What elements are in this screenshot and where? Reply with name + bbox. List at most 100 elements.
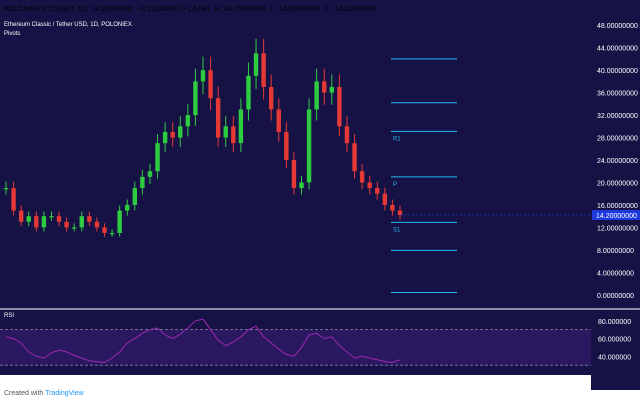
candle-body [306, 109, 312, 183]
candle-body [329, 87, 335, 93]
candle-body [268, 87, 274, 110]
time-tick-label: Jun [508, 380, 519, 387]
candle-body [284, 131, 289, 160]
candle-body [185, 115, 191, 127]
candle-body [79, 216, 84, 228]
pivot-label: R1 [393, 136, 401, 142]
price-tick-label: 4.00000000 [597, 270, 634, 277]
time-axis: Sep Oct Nov Dec 2018 Feb Mar Apr May Jun Jul [2, 380, 575, 387]
time-tick-label: Apr [395, 380, 407, 387]
candle-body [314, 81, 319, 110]
current-price-label: 14.20000000 [596, 213, 637, 220]
rsi-line [5, 318, 401, 364]
time-tick-label: Sep [2, 380, 15, 387]
time-tick-label: Nov [114, 380, 127, 387]
candle-body [397, 210, 403, 216]
price-tick-label: 0.00000000 [597, 293, 634, 300]
close-value: 14.20000000 [334, 6, 376, 13]
candle-body [155, 143, 160, 172]
time-tick-label: May [448, 380, 462, 387]
candle-body [26, 216, 31, 222]
candle-body [208, 70, 213, 99]
candle-body [382, 193, 388, 205]
price-axis: 48.00000000 44.00000000 40.00000000 36.0000… [597, 23, 638, 300]
candle-body [56, 216, 62, 222]
candle-body [11, 188, 16, 211]
candle-body [276, 109, 281, 132]
price-tick-label: 28.00000000 [597, 136, 638, 143]
candle-body [102, 227, 107, 233]
open-value: 14.20000000 [91, 6, 133, 13]
candle-body [132, 188, 138, 205]
rsi-tick-label: 40.000000 [598, 354, 631, 361]
candle-body [94, 221, 100, 228]
candle-body [71, 227, 77, 229]
price-tick-label: 48.00000000 [597, 23, 638, 30]
time-tick-label: Jul [566, 380, 575, 387]
price-tick-label: 24.00000000 [597, 158, 638, 165]
time-tick-label: Mar [337, 380, 350, 387]
candle-body [238, 109, 244, 144]
candle-body [87, 216, 92, 222]
time-tick-label: Dec [170, 380, 183, 387]
candle-body [193, 81, 198, 116]
close-label: C: [324, 6, 332, 13]
current-price-tag: 14.20000000 [400, 210, 640, 221]
high-value: 14.05000000 [224, 6, 266, 13]
rsi-pane: 80.000000 60.000000 40.000000 [0, 318, 631, 366]
low-label: L: [270, 6, 276, 13]
time-tick-label: Oct [57, 380, 68, 387]
indicator-label[interactable]: Pivots [4, 31, 21, 37]
price-tick-label: 16.00000000 [597, 203, 638, 210]
candle-body [322, 81, 327, 93]
candle-body [34, 216, 39, 228]
candle-body [367, 182, 372, 189]
candle-body [337, 87, 342, 127]
pivot-label: S1 [393, 227, 401, 233]
rsi-band [0, 329, 591, 366]
low-value: 14.05000000 [278, 6, 320, 13]
candle-body [253, 53, 259, 76]
candle-body [261, 53, 266, 87]
price-tick-label: 44.00000000 [597, 46, 638, 53]
price-tick-label: 20.00000000 [597, 180, 638, 187]
candle-body [147, 171, 153, 177]
price-axis-background [591, 0, 640, 390]
footer: Created with TradingView [4, 390, 84, 397]
candle-body [344, 126, 350, 144]
candle-body [41, 216, 47, 228]
candle-body [109, 233, 115, 235]
tradingview-logo[interactable]: TradingView [45, 390, 84, 397]
time-tick-label: Feb [286, 380, 298, 387]
candle-body [215, 98, 221, 138]
candle-body [390, 204, 395, 211]
candle-body [18, 210, 24, 222]
pivot-label: P [393, 182, 397, 188]
rsi-label[interactable]: RSI [4, 313, 15, 319]
symbol-label[interactable]: POLONIEX:ETCUSDT, 1D [4, 6, 87, 13]
high-label: H: [214, 6, 222, 13]
candle-body [375, 188, 380, 194]
candle-body [291, 160, 297, 189]
current-price-box [592, 210, 640, 221]
candle-body [299, 182, 304, 189]
price-tick-label: 36.00000000 [597, 91, 638, 98]
candle-body [3, 188, 9, 190]
candle-body [178, 126, 183, 138]
time-tick-label: 2018 [225, 380, 241, 387]
price-tick-label: 40.00000000 [597, 68, 638, 75]
candles [3, 38, 403, 237]
candle-body [64, 221, 69, 228]
candle-body [125, 204, 130, 211]
candle-body [352, 143, 357, 172]
candle-body [49, 216, 54, 218]
candle-body [140, 176, 145, 189]
candle-body [170, 131, 175, 138]
candle-body [200, 70, 206, 82]
created-with-text: Created with [4, 390, 44, 397]
candle-body [117, 210, 122, 233]
rsi-tick-label: 80.000000 [598, 319, 631, 326]
chart-header: POLONIEX:ETCUSDT, 1D 14.20000000 +0.2326… [4, 6, 379, 13]
